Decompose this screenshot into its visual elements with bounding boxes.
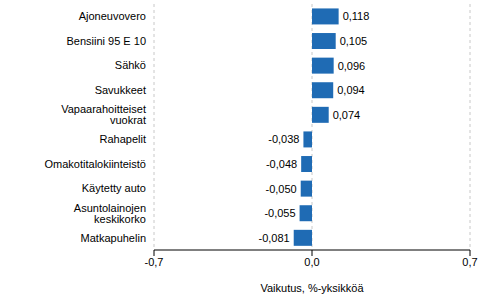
svg-text:-0,7: -0,7 [145,256,164,268]
svg-text:Ajoneuvovero: Ajoneuvovero [79,10,146,22]
svg-text:Asuntolainojenkeskikorko: Asuntolainojenkeskikorko [74,202,146,225]
svg-text:-0,048: -0,048 [266,158,297,170]
svg-text:Sähkö: Sähkö [115,59,146,71]
svg-text:-0,055: -0,055 [264,207,295,219]
svg-text:-0,081: -0,081 [259,232,290,244]
svg-text:0,118: 0,118 [343,10,370,22]
svg-text:0,7: 0,7 [462,256,477,268]
svg-text:-0,050: -0,050 [266,183,297,195]
svg-text:Matkapuhelin: Matkapuhelin [81,232,146,244]
svg-text:Vaikutus, %-yksikköä: Vaikutus, %-yksikköä [260,282,364,294]
svg-text:Omakotitalokiinteistö: Omakotitalokiinteistö [45,158,147,170]
svg-text:0,074: 0,074 [333,109,361,121]
svg-text:-0,038: -0,038 [268,133,299,145]
svg-text:0,0: 0,0 [304,256,319,268]
svg-text:Käytetty auto: Käytetty auto [82,182,146,194]
svg-text:Savukkeet: Savukkeet [95,84,146,96]
svg-text:Bensiini 95 E 10: Bensiini 95 E 10 [67,35,147,47]
svg-text:Vapaarahoitteisetvuokrat: Vapaarahoitteisetvuokrat [61,103,146,126]
svg-text:0,096: 0,096 [338,60,366,72]
svg-text:Rahapelit: Rahapelit [100,133,146,145]
svg-text:0,105: 0,105 [340,35,368,47]
svg-text:0,094: 0,094 [337,84,365,96]
